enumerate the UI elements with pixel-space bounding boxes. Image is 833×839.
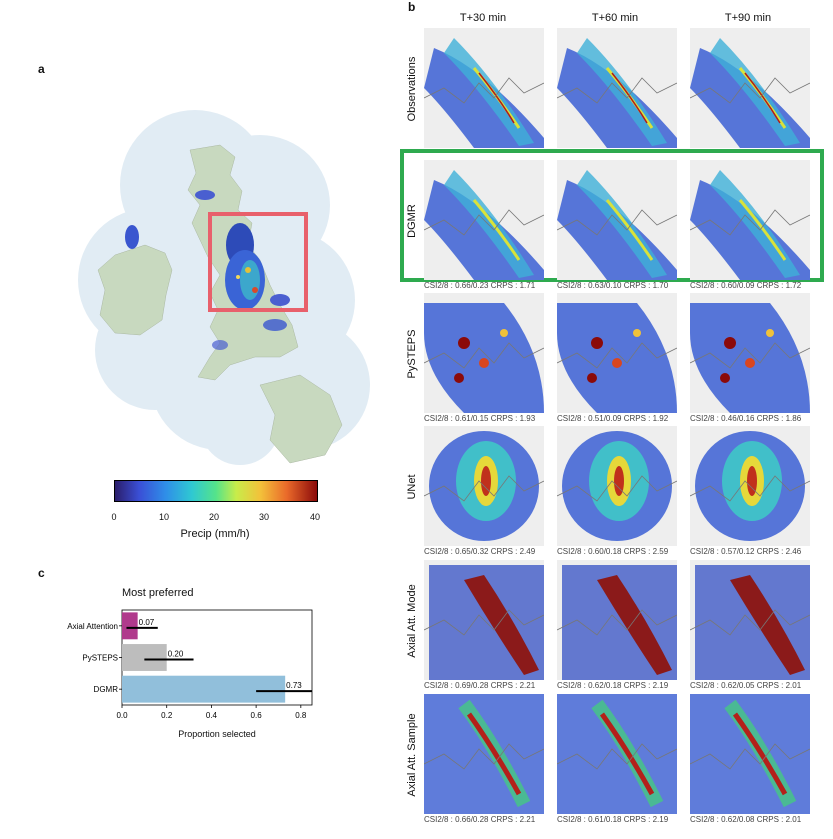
forecast-tile (424, 426, 544, 546)
panel-a-letter: a (38, 62, 45, 76)
value-label: 0.73 (286, 681, 302, 690)
bar (122, 612, 138, 640)
forecast-tile (690, 293, 810, 413)
metric-caption: CSI2/8 : 0.62/0.05 CRPS : 2.01 (690, 681, 802, 690)
metric-caption: CSI2/8 : 0.66/0.23 CRPS : 1.71 (424, 281, 536, 290)
forecast-tile (424, 293, 544, 413)
column-header: T+30 min (459, 12, 507, 24)
row-label: PySTEPS (406, 329, 418, 379)
row-label: UNet (406, 474, 418, 500)
colorbar-tick: 0 (111, 512, 117, 522)
forecast-tile (557, 560, 677, 680)
panel-c-letter: c (38, 566, 45, 580)
metric-caption: CSI2/8 : 0.46/0.16 CRPS : 1.86 (690, 414, 802, 423)
row-label: Observations (406, 56, 418, 122)
metric-caption: CSI2/8 : 0.60/0.09 CRPS : 1.72 (690, 281, 802, 290)
metric-caption: CSI2/8 : 0.66/0.28 CRPS : 2.21 (424, 815, 536, 824)
metric-caption: CSI2/8 : 0.62/0.18 CRPS : 2.19 (557, 681, 669, 690)
category-label: DGMR (94, 685, 119, 694)
preference-bar-chart: 0.07 Axial Attention 0.20 PySTEPS 0.73 DGMR 0.… (67, 609, 313, 720)
forecast-tile (424, 694, 544, 814)
value-label: 0.07 (139, 618, 155, 627)
metric-caption: CSI2/8 : 0.69/0.28 CRPS : 2.21 (424, 681, 536, 690)
metric-caption: CSI2/8 : 0.60/0.18 CRPS : 2.59 (557, 547, 669, 556)
x-tick-label: 0.6 (251, 711, 263, 720)
metric-caption: CSI2/8 : 0.51/0.09 CRPS : 1.92 (557, 414, 669, 423)
forecast-tile (424, 28, 544, 148)
column-header: T+60 min (591, 12, 639, 24)
forecast-tile (690, 560, 810, 680)
forecast-tile (690, 28, 810, 148)
colorbar-label: Precip (mm/h) (180, 528, 250, 540)
category-label: Axial Attention (67, 622, 118, 631)
chart-title: Most preferred (122, 587, 194, 599)
metric-caption: CSI2/8 : 0.57/0.12 CRPS : 2.46 (690, 547, 802, 556)
forecast-tile (557, 694, 677, 814)
metric-caption: CSI2/8 : 0.65/0.32 CRPS : 2.49 (424, 547, 536, 556)
row-label: DGMR (406, 204, 418, 238)
colorbar-tick: 30 (258, 512, 269, 522)
forecast-tile (690, 694, 810, 814)
x-tick-label: 0.0 (116, 711, 128, 720)
forecast-tile (557, 426, 677, 546)
forecast-tile (690, 160, 810, 280)
x-tick-label: 0.4 (206, 711, 218, 720)
metric-caption: CSI2/8 : 0.63/0.10 CRPS : 1.70 (557, 281, 669, 290)
panel-b-letter: b (408, 0, 416, 14)
value-label: 0.20 (168, 650, 184, 659)
colorbar-tick: 20 (208, 512, 219, 522)
x-tick-label: 0.8 (295, 711, 307, 720)
category-label: PySTEPS (82, 654, 118, 663)
metric-caption: CSI2/8 : 0.61/0.15 CRPS : 1.93 (424, 414, 536, 423)
row-label: Axial Att. Sample (406, 713, 418, 797)
forecast-tile (557, 293, 677, 413)
metric-caption: CSI2/8 : 0.61/0.18 CRPS : 2.19 (557, 815, 669, 824)
bar (122, 644, 167, 671)
forecast-tile (557, 160, 677, 280)
forecast-tile (424, 160, 544, 280)
forecast-tile (424, 560, 544, 680)
bar (122, 675, 286, 703)
row-label: Axial Att. Mode (406, 584, 418, 658)
forecast-tile (557, 28, 677, 148)
metric-caption: CSI2/8 : 0.62/0.08 CRPS : 2.01 (690, 815, 802, 824)
colorbar-tick: 10 (158, 512, 169, 522)
column-header: T+90 min (724, 12, 772, 24)
colorbar (114, 480, 318, 502)
dgmr-highlight-box (400, 149, 824, 282)
uk-radar-map (78, 110, 370, 465)
colorbar-tick: 40 (309, 512, 320, 522)
chart-xlabel: Proportion selected (178, 729, 256, 739)
x-tick-label: 0.2 (161, 711, 173, 720)
forecast-tile (690, 426, 810, 546)
